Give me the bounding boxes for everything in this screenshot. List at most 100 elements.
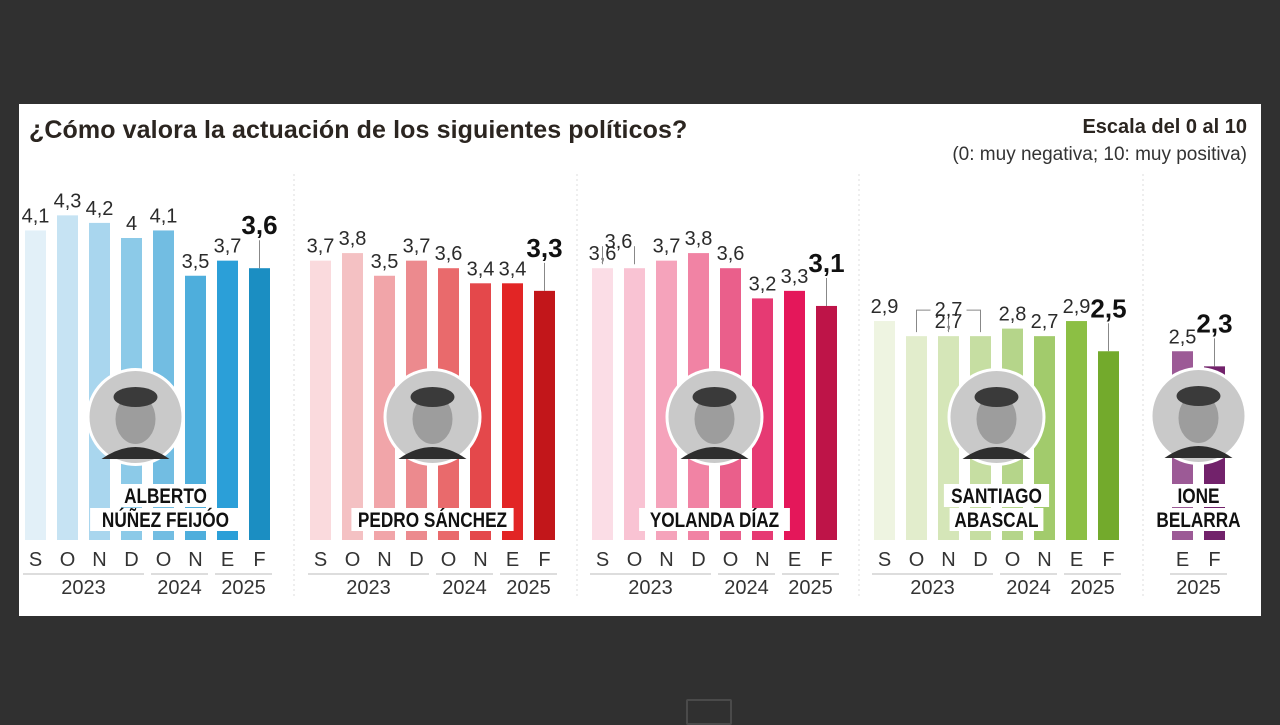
value-label-shared: 2,7 — [935, 299, 963, 321]
year-label: 2024 — [724, 577, 769, 599]
politician-name: YOLANDA DÍAZ — [650, 508, 780, 532]
year-label: 2023 — [628, 577, 673, 599]
month-tick-label: O — [909, 549, 925, 571]
portrait-shoulders — [962, 447, 1031, 459]
portrait-shoulders — [680, 447, 749, 459]
value-label: 3,8 — [339, 228, 367, 250]
bar — [656, 260, 677, 540]
value-label: 3,8 — [685, 228, 713, 250]
value-label: 2,9 — [1063, 296, 1091, 318]
month-tick-label: S — [29, 549, 42, 571]
politician-name: PEDRO SÁNCHEZ — [358, 508, 507, 532]
month-tick-label: O — [345, 549, 361, 571]
bar — [310, 260, 331, 540]
bar — [25, 230, 46, 540]
value-label: 4 — [126, 213, 137, 235]
value-label: 4,2 — [86, 198, 114, 220]
value-label: 3,3 — [781, 266, 809, 288]
name-label-bg — [1151, 508, 1246, 531]
year-label: 2023 — [346, 577, 391, 599]
month-tick-label: N — [659, 549, 673, 571]
portrait-hair — [974, 387, 1019, 407]
month-tick-label: O — [1005, 549, 1021, 571]
bar — [534, 290, 555, 540]
month-tick-label: E — [1070, 549, 1083, 571]
bar — [1098, 351, 1119, 540]
value-label-latest: 2,3 — [1196, 308, 1232, 338]
month-tick-label: N — [473, 549, 487, 571]
portrait-face — [412, 394, 453, 444]
chart-title: ¿Cómo valora la actuación de los siguien… — [29, 116, 688, 144]
month-tick-label: N — [92, 549, 106, 571]
name-label-bg — [90, 508, 241, 531]
year-label: 2025 — [1070, 577, 1115, 599]
politician-name: ABASCAL — [954, 510, 1038, 533]
value-label: 2,9 — [871, 296, 899, 318]
politician-name: SANTIAGO — [951, 486, 1042, 509]
value-label: 3,2 — [749, 273, 777, 295]
bottom-handle[interactable] — [686, 699, 732, 725]
bar — [874, 321, 895, 540]
month-tick-label: D — [124, 549, 138, 571]
bar — [185, 275, 206, 540]
portrait-hair — [410, 387, 455, 407]
bar — [592, 268, 613, 540]
name-label-bg — [118, 484, 213, 507]
value-label: 3,4 — [467, 258, 495, 280]
month-tick-label: N — [188, 549, 202, 571]
value-label-latest: 3,6 — [241, 210, 277, 240]
value-label-latest: 3,3 — [526, 233, 562, 263]
year-label: 2025 — [1176, 577, 1221, 599]
value-label: 3,6 — [717, 243, 745, 265]
bar — [906, 336, 927, 540]
bar — [89, 222, 110, 540]
name-label-bg — [639, 508, 790, 531]
value-label: 4,1 — [150, 205, 178, 227]
month-tick-label: F — [1208, 549, 1220, 571]
bracket-label-bg — [930, 290, 967, 315]
month-tick-label: N — [941, 549, 955, 571]
scale-title: Escala del 0 al 10 — [1082, 116, 1247, 138]
bar — [1066, 321, 1087, 540]
portrait-face — [694, 394, 735, 444]
name-label-bg — [949, 508, 1044, 531]
value-label: 3,7 — [307, 236, 335, 258]
chart-card: ¿Cómo valora la actuación de los siguien… — [19, 104, 1261, 616]
month-tick-label: E — [506, 549, 519, 571]
value-label-latest: 3,1 — [808, 248, 844, 278]
value-label: 3,5 — [371, 251, 399, 273]
bar — [624, 268, 645, 540]
month-tick-label: E — [788, 549, 801, 571]
bar — [342, 253, 363, 540]
bar — [816, 305, 837, 540]
value-label: 4,3 — [54, 190, 82, 212]
month-tick-label: N — [755, 549, 769, 571]
value-label-latest: 2,5 — [1090, 293, 1126, 323]
month-tick-label: N — [1037, 549, 1051, 571]
year-label: 2024 — [442, 577, 487, 599]
month-tick-label: F — [820, 549, 832, 571]
value-label: 2,8 — [999, 304, 1027, 326]
scale-subtitle: (0: muy negativa; 10: muy positiva) — [952, 144, 1247, 165]
month-tick-label: S — [314, 549, 327, 571]
year-label: 2025 — [506, 577, 551, 599]
bar — [217, 260, 238, 540]
politician-name: NÚÑEZ FEIJÓO — [102, 508, 229, 532]
year-label: 2023 — [910, 577, 955, 599]
value-label: 4,1 — [22, 205, 50, 227]
value-label: 3,7 — [214, 236, 242, 258]
value-label: 2,5 — [1169, 326, 1197, 348]
month-tick-label: E — [1176, 549, 1189, 571]
year-label: 2025 — [788, 577, 833, 599]
month-tick-label: O — [156, 549, 172, 571]
month-tick-label: S — [878, 549, 891, 571]
month-tick-label: S — [596, 549, 609, 571]
value-label: 3,4 — [499, 258, 527, 280]
year-label: 2025 — [221, 577, 266, 599]
politician-name: ALBERTO — [124, 486, 207, 509]
month-tick-label: N — [377, 549, 391, 571]
month-tick-label: E — [221, 549, 234, 571]
portrait-hair — [1176, 386, 1221, 406]
value-label: 3,6 — [435, 243, 463, 265]
